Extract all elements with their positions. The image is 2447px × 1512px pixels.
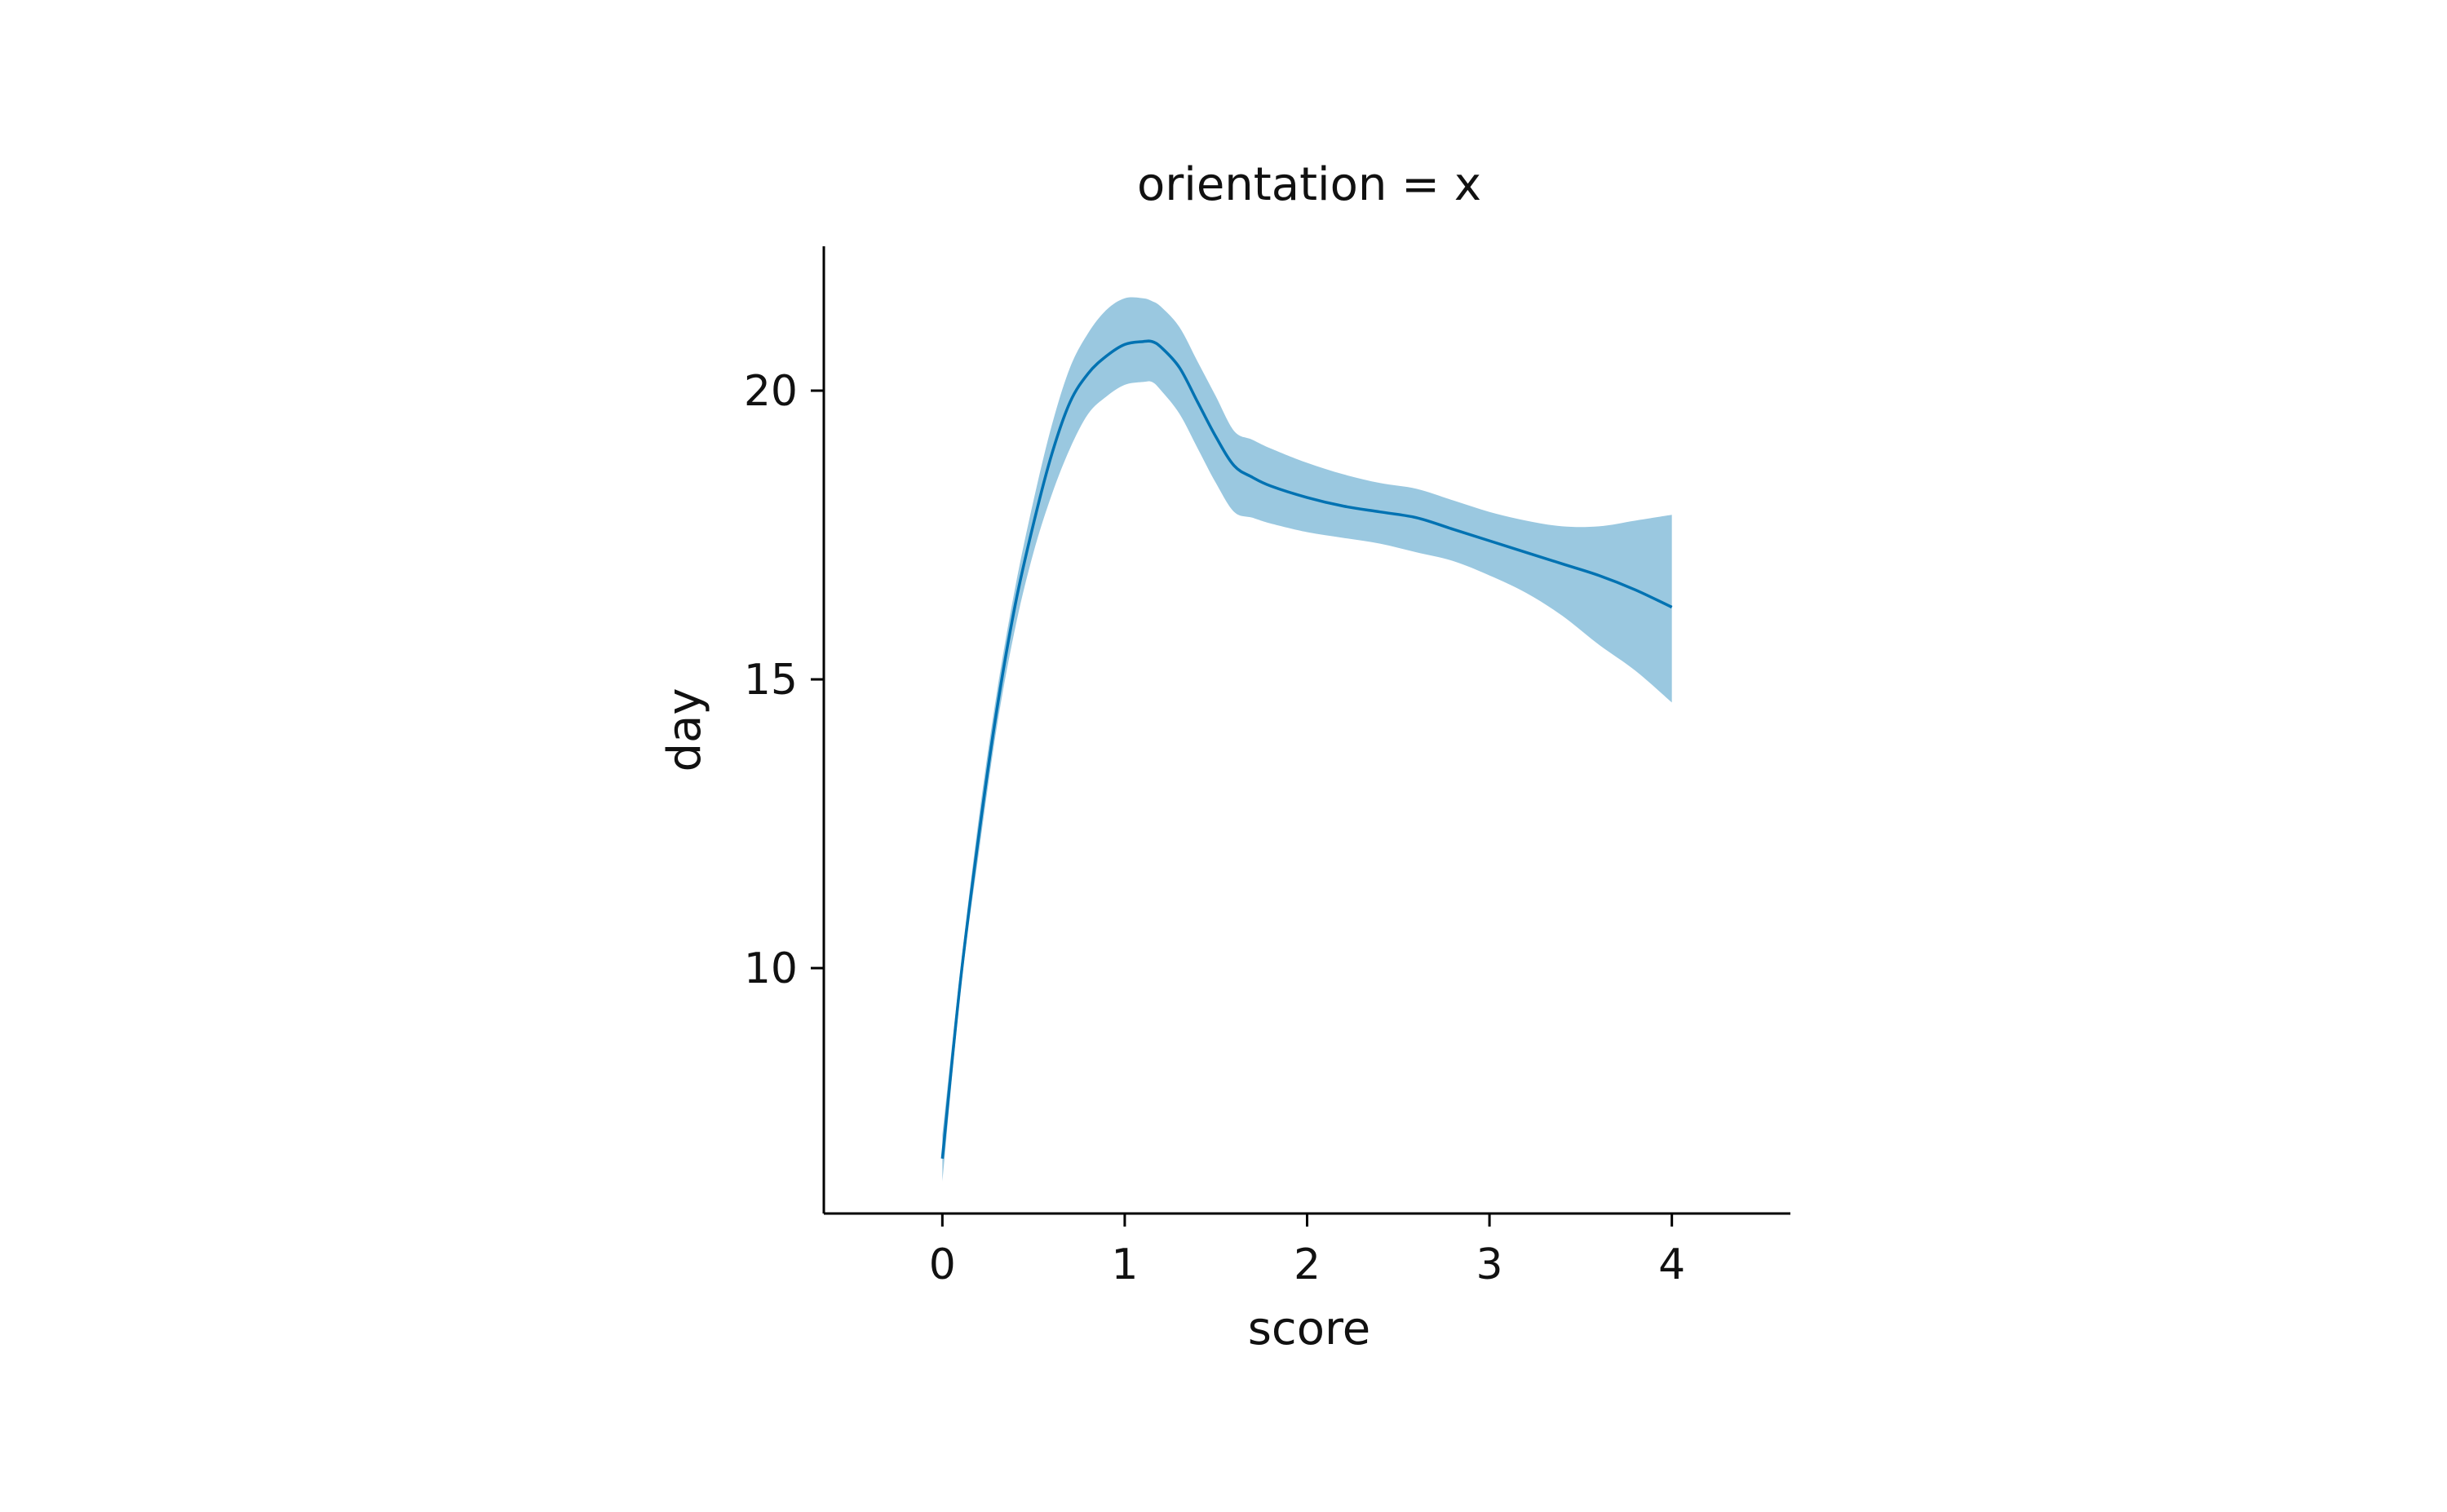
y-tick-label: 20 <box>744 367 798 416</box>
x-tick-label: 4 <box>1658 1240 1685 1289</box>
x-ticks: 0 1 2 3 4 <box>929 1214 1685 1289</box>
x-tick-label: 2 <box>1294 1240 1321 1289</box>
y-tick-label: 15 <box>744 656 798 705</box>
chart-title: orientation = x <box>1137 158 1481 211</box>
confidence-band <box>942 297 1672 1183</box>
x-tick-label: 0 <box>929 1240 956 1289</box>
x-tick-label: 1 <box>1111 1240 1138 1289</box>
x-axis-label: score <box>1248 1302 1370 1355</box>
y-axis-label: day <box>658 687 711 771</box>
plot-area <box>940 297 1673 1183</box>
x-tick-label: 3 <box>1476 1240 1503 1289</box>
y-tick-label: 10 <box>744 944 798 993</box>
series-line <box>940 339 1673 1159</box>
y-ticks: 10 15 20 <box>744 367 824 993</box>
